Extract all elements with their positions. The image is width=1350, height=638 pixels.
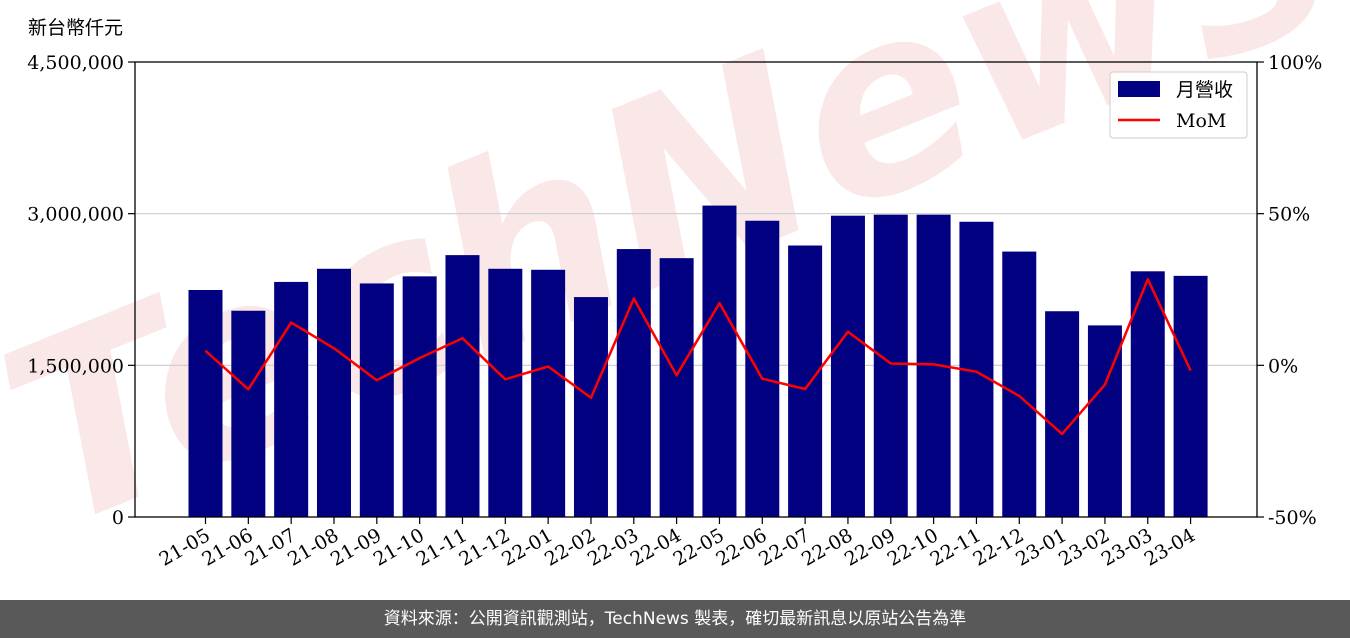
footer-source-note: 資料來源：公開資訊觀測站，TechNews 製表，確切最新訊息以原站公告為準 (0, 600, 1350, 638)
legend-bar-swatch (1118, 81, 1160, 97)
revenue-bar (488, 268, 523, 517)
y-left-tick-label: 0 (112, 507, 124, 529)
revenue-bar (445, 255, 480, 517)
y-left-tick-label: 3,000,000 (27, 204, 124, 226)
mom-line (204, 277, 1192, 436)
revenue-bar (788, 245, 823, 517)
revenue-bar (1173, 275, 1208, 517)
revenue-bar (531, 269, 566, 517)
revenue-bar (1002, 251, 1037, 518)
legend-line-label: MoM (1176, 110, 1226, 132)
revenue-bar (745, 220, 780, 517)
y-right-tick-label: 100% (1268, 52, 1322, 74)
revenue-bar (402, 276, 437, 517)
legend: 月營收 MoM (1109, 71, 1248, 139)
revenue-bar (359, 283, 394, 517)
line-layer (204, 277, 1192, 436)
x-tick-label: 23-04 (1141, 524, 1199, 570)
revenue-bar (659, 258, 694, 517)
x-axis: 21-0521-0621-0721-0821-0921-1021-1121-12… (156, 517, 1199, 571)
revenue-bar (1045, 311, 1080, 517)
revenue-bar (316, 268, 351, 517)
y-right-tick-label: -50% (1268, 507, 1317, 529)
revenue-bar (702, 205, 737, 518)
y-right-tick-label: 50% (1268, 204, 1310, 226)
bars-layer (188, 205, 1208, 518)
revenue-bar (873, 214, 908, 517)
y-right-tick-label: 0% (1268, 355, 1298, 377)
left-axis: 0 1,500,000 3,000,000 4,500,000 (27, 52, 135, 529)
revenue-bar (231, 310, 266, 517)
revenue-bar (830, 215, 865, 517)
legend-bar-label: 月營收 (1176, 79, 1233, 101)
y-left-tick-label: 4,500,000 (27, 52, 124, 74)
revenue-bar (188, 290, 223, 517)
plot-frame (134, 61, 1258, 518)
revenue-bar (1130, 271, 1165, 517)
right-axis: -50% 0% 50% 100% (1257, 52, 1322, 529)
revenue-bar (616, 249, 651, 518)
y-left-tick-label: 1,500,000 (27, 355, 124, 377)
revenue-bar (274, 281, 309, 517)
y-unit-label: 新台幣仟元 (28, 17, 123, 39)
revenue-bar (573, 297, 608, 517)
revenue-chart: TechNews 新台幣仟元 01,500,0003,000,0004,500,… (0, 0, 1350, 586)
